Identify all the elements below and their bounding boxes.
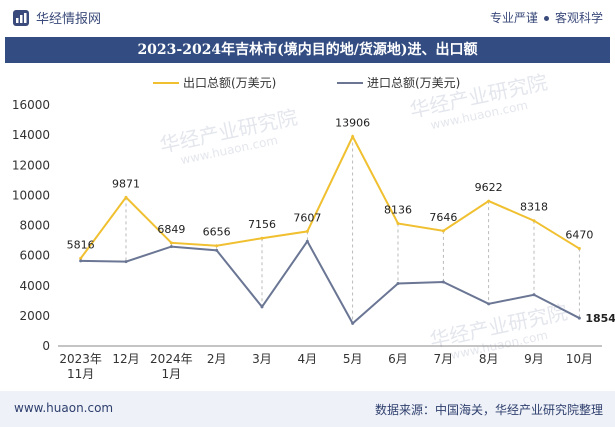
data-point-import (487, 302, 491, 306)
slogan-left: 专业严谨 (489, 11, 538, 25)
data-point-import (124, 260, 128, 264)
x-tick-label: 6月 (388, 352, 408, 366)
legend-label-import: 进口总额(万美元) (367, 76, 460, 90)
slogan-right: 客观科学 (554, 11, 603, 25)
data-label-export: 8318 (520, 201, 548, 214)
top-bar: 华经情报网 专业严谨 客观科学 (0, 0, 615, 36)
x-tick-label: 10月 (566, 352, 593, 366)
series-line-import (80, 239, 580, 325)
data-label-export: 7607 (293, 211, 321, 224)
x-tick-label: 2月 (207, 352, 227, 366)
brand-logo-icon (13, 9, 29, 26)
x-tick-label: 5月 (343, 352, 363, 366)
series-line-export (79, 134, 580, 259)
data-label-export: 9871 (112, 177, 140, 190)
slogan-dot-icon (543, 16, 549, 21)
y-tick-label: 0 (42, 339, 50, 353)
data-point-export (124, 195, 128, 199)
data-label-export: 6470 (565, 229, 593, 242)
x-tick-label: 2024年 (150, 352, 193, 366)
brand[interactable]: 华经情报网 (12, 8, 101, 27)
brand-name: 华经情报网 (36, 12, 102, 27)
data-point-import (532, 293, 536, 297)
data-point-export (441, 229, 445, 233)
data-point-export (577, 247, 581, 251)
x-tick-label: 12月 (112, 352, 139, 366)
chart-title: 2023-2024年吉林市(境内目的地/货源地)进、出口额 (5, 37, 610, 63)
data-point-export (487, 199, 491, 203)
data-point-export (169, 241, 173, 245)
y-tick-label: 2000 (19, 309, 50, 323)
data-point-import (260, 305, 264, 309)
data-label-export: 9622 (475, 181, 503, 194)
x-tick-label: 4月 (298, 352, 318, 366)
data-point-import (396, 281, 400, 285)
data-label-import: 1854 (585, 312, 615, 325)
data-point-import (577, 316, 581, 320)
data-point-import (351, 321, 355, 325)
data-point-export (532, 219, 536, 223)
data-label-export: 8136 (384, 203, 412, 216)
data-label-export: 6656 (203, 226, 231, 239)
x-tick-label: 11月 (67, 367, 94, 381)
y-tick-label: 12000 (12, 158, 50, 172)
data-point-export (79, 256, 83, 260)
y-tick-label: 16000 (12, 98, 50, 112)
footer-source: 数据来源：中国海关，华经产业研究院整理 (374, 403, 603, 417)
footer-url[interactable]: www.huaon.com (14, 401, 114, 415)
data-point-import (305, 239, 309, 243)
data-point-export (351, 135, 355, 139)
data-point-export (305, 229, 309, 233)
y-tick-label: 8000 (19, 219, 50, 233)
x-tick-label: 9月 (524, 352, 544, 366)
x-tick-label: 8月 (479, 352, 499, 366)
x-tick-label: 7月 (434, 352, 454, 366)
y-tick-label: 6000 (19, 249, 50, 263)
slogan: 专业严谨 客观科学 (490, 9, 603, 26)
data-point-import (79, 259, 83, 263)
line-chart: 华经产业研究院www.huaon.com华经产业研究院www.huaon.com… (12, 70, 615, 381)
data-label-export: 7156 (248, 218, 276, 231)
data-point-export (260, 236, 264, 240)
footer: www.huaon.com 数据来源：中国海关，华经产业研究院整理 (0, 391, 615, 427)
x-tick-label: 2023年 (59, 352, 102, 366)
data-label-export: 5816 (67, 238, 95, 251)
y-tick-label: 14000 (12, 128, 50, 142)
data-point-import (169, 245, 173, 249)
data-point-import (441, 280, 445, 284)
data-label-export: 13906 (335, 117, 370, 130)
data-point-export (215, 244, 219, 248)
data-label-export: 7646 (429, 211, 457, 224)
data-point-export (396, 221, 400, 225)
data-point-import (215, 248, 219, 252)
y-tick-label: 4000 (19, 279, 50, 293)
legend-label-export: 出口总额(万美元) (183, 76, 276, 90)
y-tick-label: 10000 (12, 188, 50, 202)
x-tick-label: 3月 (252, 352, 272, 366)
data-label-export: 6849 (157, 223, 185, 236)
x-tick-label: 1月 (162, 367, 182, 381)
